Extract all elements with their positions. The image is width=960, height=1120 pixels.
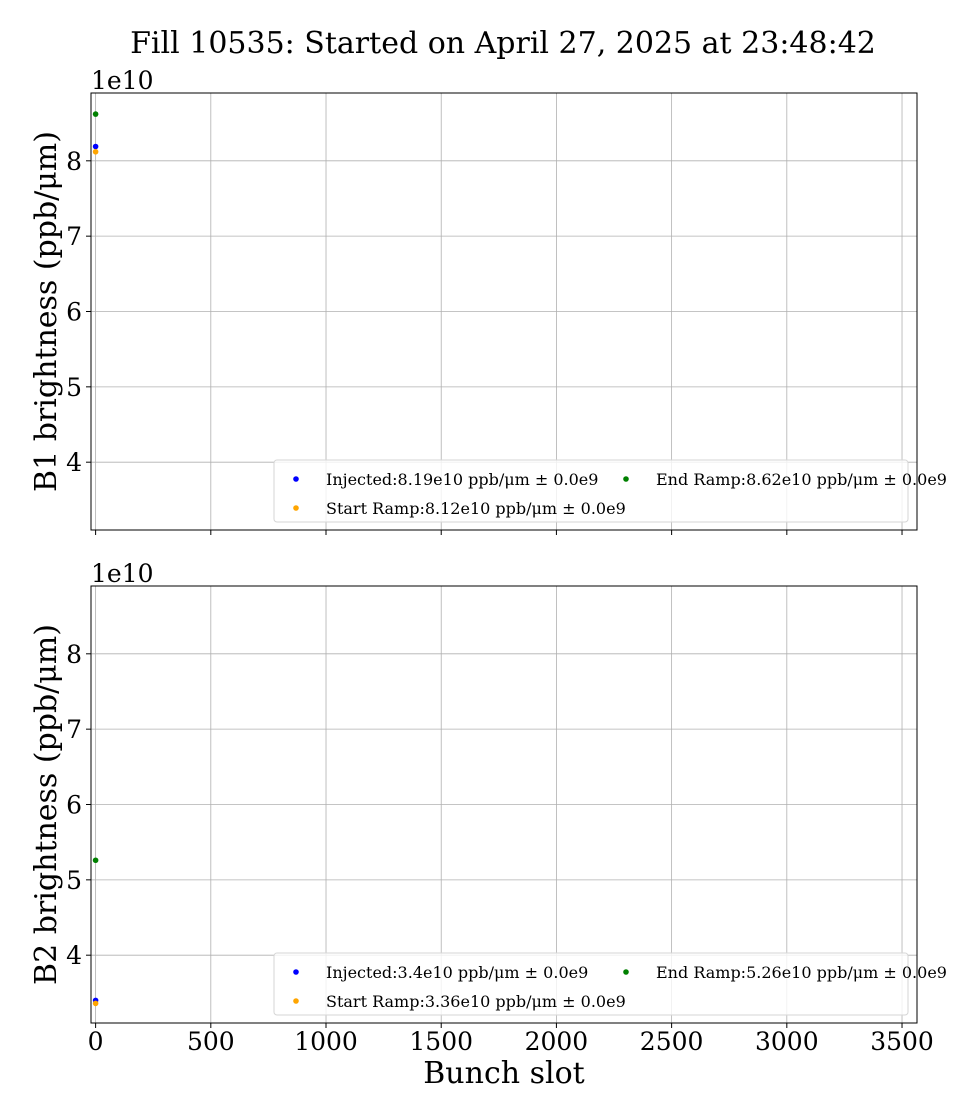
- legend-marker-series-1: [293, 969, 299, 975]
- figure-title: Fill 10535: Started on April 27, 2025 at…: [130, 26, 876, 61]
- x-tick-label: 3000: [755, 1027, 819, 1056]
- chart-panel-2: 0 500 1000 1500 2000 2500 3000 3500 4 5 6 7 8 1e10 B2 …: [29, 559, 947, 1091]
- y-tick-label: 5: [66, 373, 82, 402]
- x-tick-label: 0: [88, 1027, 104, 1056]
- legend-marker-series-2: [293, 998, 299, 1004]
- x-tick-label: 3500: [870, 1027, 934, 1056]
- legend-marker-series-2: [293, 505, 299, 511]
- y-tick-label: 8: [66, 640, 82, 669]
- y-tick-label: 5: [66, 866, 82, 895]
- x-tick-label: 2000: [525, 1027, 589, 1056]
- x-tick-label: 500: [187, 1027, 235, 1056]
- x-tick-label: 1500: [409, 1027, 473, 1056]
- y-tick-label: 7: [66, 222, 82, 251]
- y-tick-label: 8: [66, 147, 82, 176]
- axes-frame: [90, 92, 918, 531]
- legend-marker-series-3: [623, 476, 629, 482]
- y-offset-label: 1e10: [91, 66, 154, 95]
- legend-label-series-1: Injected:3.4e10 ppb/μm ± 0.0e9: [326, 963, 588, 982]
- y-axis-label: B1 brightness (ppb/μm): [29, 131, 64, 492]
- data-point-series-1: [92, 143, 99, 150]
- y-offset-label: 1e10: [91, 559, 154, 588]
- legend-label-series-1: Injected:8.19e10 ppb/μm ± 0.0e9: [326, 470, 598, 489]
- legend-frame: [273, 459, 909, 523]
- y-tick-label: 6: [66, 791, 82, 820]
- legend-label-series-3: End Ramp:8.62e10 ppb/μm ± 0.0e9: [656, 470, 947, 489]
- data-point-series-2: [92, 148, 99, 155]
- data-point-series-2: [92, 1000, 99, 1007]
- x-tick-label: 1000: [294, 1027, 358, 1056]
- x-axis-label: Bunch slot: [423, 1056, 584, 1091]
- data-point-series-3: [92, 857, 99, 864]
- y-axis-label: B2 brightness (ppb/μm): [29, 624, 64, 985]
- x-tick-label: 2500: [640, 1027, 704, 1056]
- legend-label-series-2: Start Ramp:3.36e10 ppb/μm ± 0.0e9: [326, 992, 626, 1011]
- y-tick-label: 4: [66, 941, 82, 970]
- y-tick-label: 6: [66, 298, 82, 327]
- legend-marker-series-3: [623, 969, 629, 975]
- legend-label-series-3: End Ramp:5.26e10 ppb/μm ± 0.0e9: [656, 963, 947, 982]
- y-tick-label: 7: [66, 715, 82, 744]
- chart-panel-1: 4 5 6 7 8 1e10 B1 brightness (ppb/μm) Injected:…: [29, 66, 947, 535]
- axes-frame: [90, 585, 918, 1024]
- y-tick-label: 4: [66, 448, 82, 477]
- data-point-series-3: [92, 111, 99, 117]
- legend: Injected:8.19e10 ppb/μm ± 0.0e9 Start Ram…: [273, 459, 947, 523]
- legend-label-series-2: Start Ramp:8.12e10 ppb/μm ± 0.0e9: [326, 499, 626, 518]
- legend-frame: [273, 952, 909, 1016]
- legend: Injected:3.4e10 ppb/μm ± 0.0e9 Start Ramp…: [273, 952, 947, 1016]
- panels: 4 5 6 7 8 1e10 B1 brightness (ppb/μm) Injected:…: [29, 66, 947, 1091]
- legend-marker-series-1: [293, 476, 299, 482]
